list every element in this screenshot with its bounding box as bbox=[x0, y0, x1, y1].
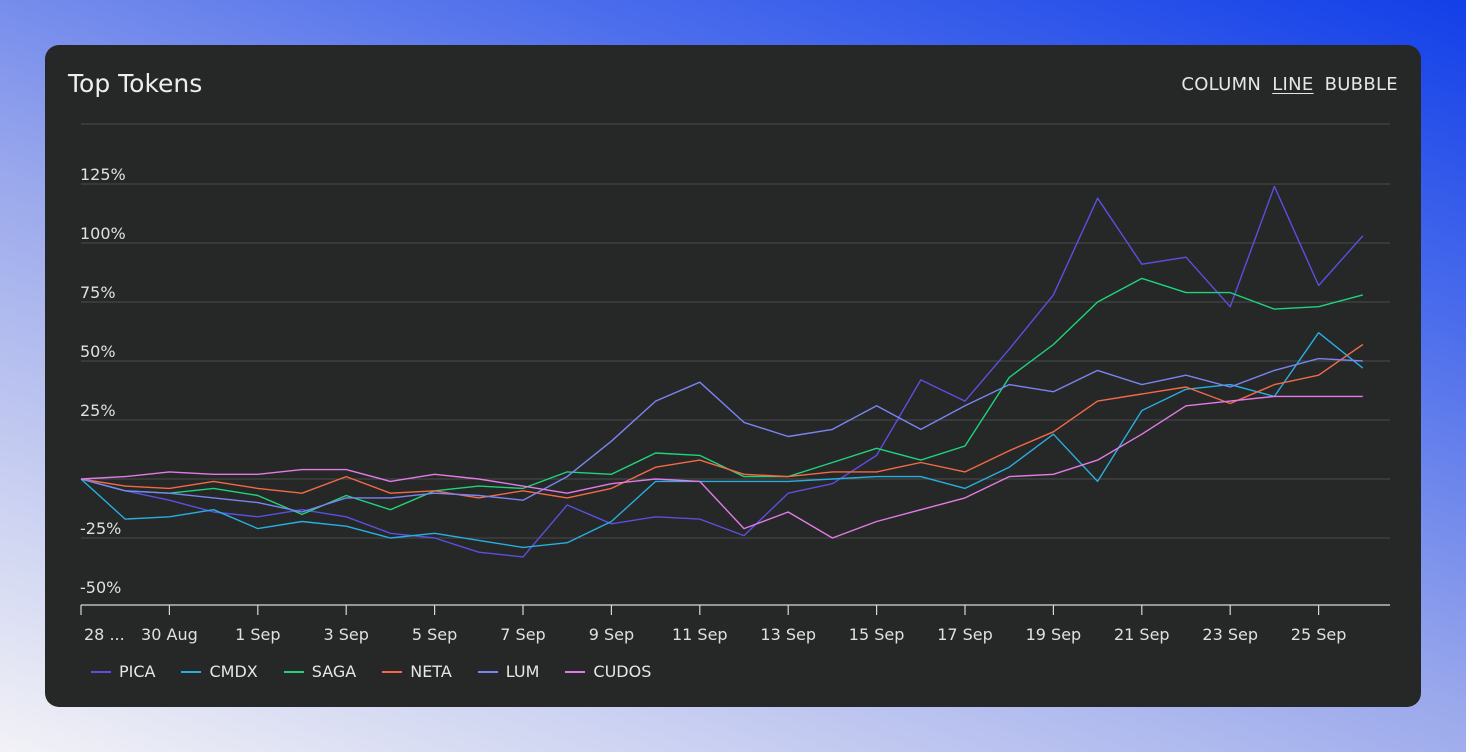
y-tick-label: -50% bbox=[80, 578, 121, 597]
legend-item-cmdx[interactable]: CMDX bbox=[181, 662, 258, 681]
legend-label: CMDX bbox=[209, 662, 258, 681]
x-tick-label: 3 Sep bbox=[323, 625, 368, 644]
legend-swatch bbox=[181, 670, 202, 673]
y-tick-label: 50% bbox=[80, 342, 116, 361]
legend-label: SAGA bbox=[311, 662, 357, 681]
line-chart: -50% -25% 25% 50% 75% 100% 125% 28 ... 30 Aug 1 S… bbox=[80, 123, 1390, 644]
legend-item-saga[interactable]: SAGA bbox=[283, 662, 357, 681]
chart-type-tabs: COLUMN LINE BUBBLE bbox=[1181, 74, 1398, 95]
legend-label: NETA bbox=[410, 662, 452, 681]
series-line-saga bbox=[80, 277, 1363, 516]
legend-label: CUDOS bbox=[593, 662, 652, 681]
tab-column[interactable]: COLUMN bbox=[1181, 74, 1262, 95]
chart-legend: PICA CMDX SAGA NETA LUM CUDOS bbox=[91, 662, 651, 681]
y-tick-label: 25% bbox=[80, 401, 116, 420]
y-tick-label: -25% bbox=[80, 519, 121, 538]
tab-line[interactable]: LINE bbox=[1272, 74, 1314, 95]
series-line-neta bbox=[80, 343, 1364, 499]
y-tick-label: 100% bbox=[80, 224, 126, 243]
x-tick-label: 17 Sep bbox=[937, 625, 993, 644]
x-tick-label: 19 Sep bbox=[1026, 625, 1082, 644]
series-line-cudos bbox=[80, 395, 1363, 539]
legend-item-lum[interactable]: LUM bbox=[477, 662, 540, 681]
tab-bubble[interactable]: BUBBLE bbox=[1324, 74, 1398, 95]
x-tick-label: 13 Sep bbox=[760, 625, 816, 644]
y-tick-label: 125% bbox=[80, 165, 126, 184]
legend-swatch bbox=[283, 670, 304, 673]
legend-swatch bbox=[477, 670, 498, 673]
x-tick-label: 5 Sep bbox=[412, 625, 457, 644]
legend-swatch bbox=[382, 670, 403, 673]
x-tick-label: 21 Sep bbox=[1114, 625, 1170, 644]
legend-swatch bbox=[565, 670, 586, 673]
x-tick-label: 28 ... bbox=[84, 625, 125, 644]
chart-title: Top Tokens bbox=[68, 69, 203, 98]
chart-card: Top Tokens COLUMN LINE BUBBLE -50% -25% 25… bbox=[45, 45, 1421, 707]
legend-label: PICA bbox=[119, 662, 156, 681]
legend-swatch bbox=[91, 670, 111, 673]
x-tick-label: 1 Sep bbox=[235, 625, 280, 644]
series-line-lum bbox=[80, 357, 1363, 513]
x-tick-label: 11 Sep bbox=[672, 625, 728, 644]
legend-item-pica[interactable]: PICA bbox=[91, 662, 155, 681]
legend-item-neta[interactable]: NETA bbox=[382, 662, 452, 681]
x-tick-label: 23 Sep bbox=[1202, 625, 1258, 644]
x-tick-label: 30 Aug bbox=[141, 625, 198, 644]
x-tick-label: 7 Sep bbox=[500, 625, 545, 644]
x-tick-label: 25 Sep bbox=[1291, 625, 1347, 644]
legend-item-cudos[interactable]: CUDOS bbox=[565, 662, 651, 681]
x-tick-label: 15 Sep bbox=[849, 625, 905, 644]
legend-label: LUM bbox=[505, 662, 540, 681]
series-line-cmdx bbox=[80, 332, 1364, 549]
y-tick-label: 75% bbox=[80, 283, 116, 302]
series-line-pica bbox=[80, 185, 1364, 558]
x-tick-label: 9 Sep bbox=[589, 625, 634, 644]
